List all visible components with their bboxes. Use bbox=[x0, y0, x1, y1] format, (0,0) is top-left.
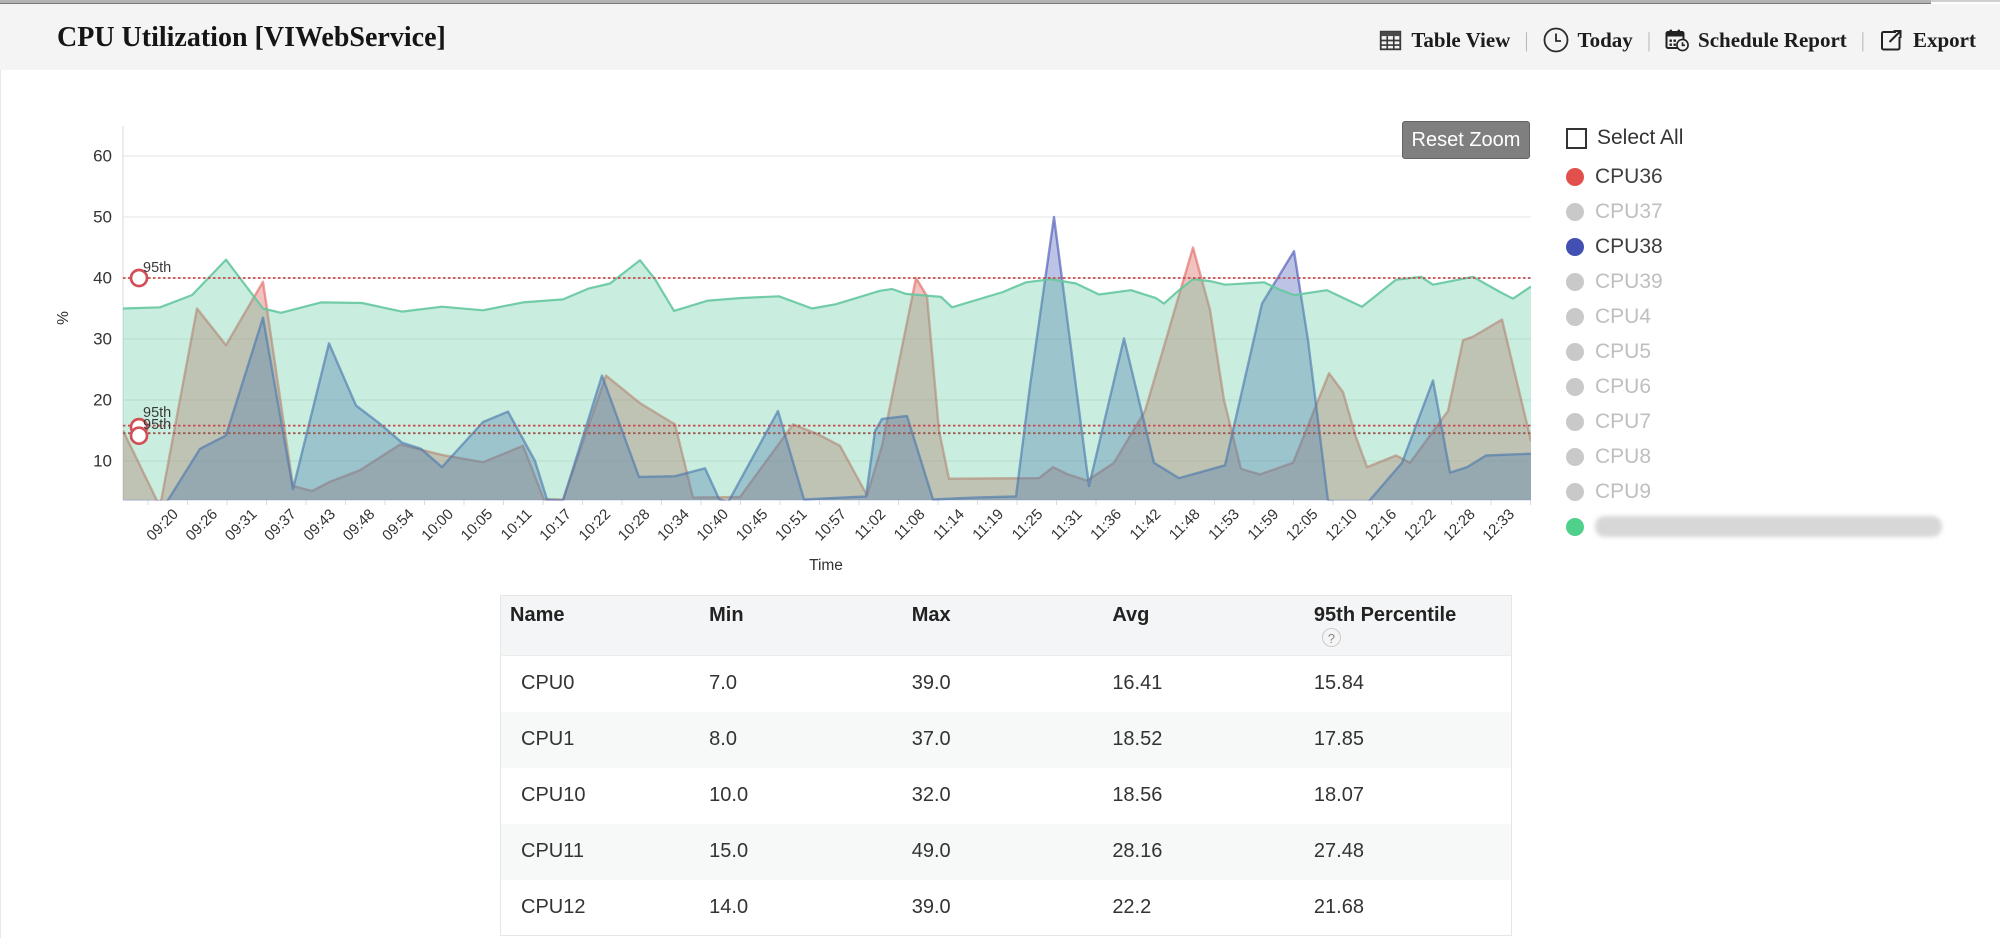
svg-text:09:37: 09:37 bbox=[261, 506, 300, 545]
svg-text:12:28: 12:28 bbox=[1440, 506, 1479, 545]
svg-text:10:51: 10:51 bbox=[772, 506, 811, 545]
svg-text:11:42: 11:42 bbox=[1127, 506, 1165, 544]
svg-text:11:48: 11:48 bbox=[1166, 506, 1204, 544]
svg-text:10:45: 10:45 bbox=[733, 506, 772, 545]
svg-text:40: 40 bbox=[93, 269, 112, 288]
svg-text:10:17: 10:17 bbox=[536, 506, 575, 545]
svg-text:95th: 95th bbox=[143, 417, 171, 433]
svg-text:10:22: 10:22 bbox=[576, 506, 615, 545]
svg-text:11:31: 11:31 bbox=[1048, 506, 1086, 544]
svg-text:11:36: 11:36 bbox=[1087, 506, 1125, 544]
svg-text:11:25: 11:25 bbox=[1009, 506, 1047, 544]
svg-text:10: 10 bbox=[93, 452, 112, 471]
svg-text:12:05: 12:05 bbox=[1283, 506, 1322, 545]
svg-text:95th: 95th bbox=[143, 260, 171, 276]
svg-text:20: 20 bbox=[93, 391, 112, 410]
svg-text:10:05: 10:05 bbox=[458, 506, 497, 545]
svg-text:10:11: 10:11 bbox=[498, 506, 536, 544]
svg-text:12:33: 12:33 bbox=[1479, 506, 1518, 545]
svg-text:11:59: 11:59 bbox=[1244, 506, 1282, 544]
svg-text:12:22: 12:22 bbox=[1401, 506, 1440, 545]
svg-text:09:48: 09:48 bbox=[340, 506, 379, 545]
svg-text:Time: Time bbox=[809, 557, 843, 574]
svg-text:09:20: 09:20 bbox=[143, 506, 182, 545]
svg-text:09:26: 09:26 bbox=[183, 506, 222, 545]
svg-text:12:16: 12:16 bbox=[1362, 506, 1401, 545]
svg-text:95th: 95th bbox=[143, 405, 171, 421]
svg-text:11:53: 11:53 bbox=[1205, 506, 1243, 544]
svg-text:09:31: 09:31 bbox=[222, 506, 261, 545]
svg-text:10:00: 10:00 bbox=[418, 506, 457, 545]
svg-text:11:14: 11:14 bbox=[930, 506, 968, 544]
svg-text:11:19: 11:19 bbox=[969, 506, 1007, 544]
svg-text:11:08: 11:08 bbox=[891, 506, 929, 544]
svg-text:10:34: 10:34 bbox=[654, 506, 693, 545]
svg-text:10:40: 10:40 bbox=[693, 506, 732, 545]
svg-text:50: 50 bbox=[93, 208, 112, 227]
svg-text:%: % bbox=[55, 311, 72, 325]
svg-text:09:43: 09:43 bbox=[300, 506, 339, 545]
svg-text:10:28: 10:28 bbox=[615, 506, 654, 545]
svg-text:12:10: 12:10 bbox=[1322, 506, 1361, 545]
svg-text:10:57: 10:57 bbox=[811, 506, 850, 545]
svg-text:30: 30 bbox=[93, 330, 112, 349]
svg-text:11:02: 11:02 bbox=[851, 506, 889, 544]
svg-text:09:54: 09:54 bbox=[379, 506, 418, 545]
svg-text:60: 60 bbox=[93, 147, 112, 166]
